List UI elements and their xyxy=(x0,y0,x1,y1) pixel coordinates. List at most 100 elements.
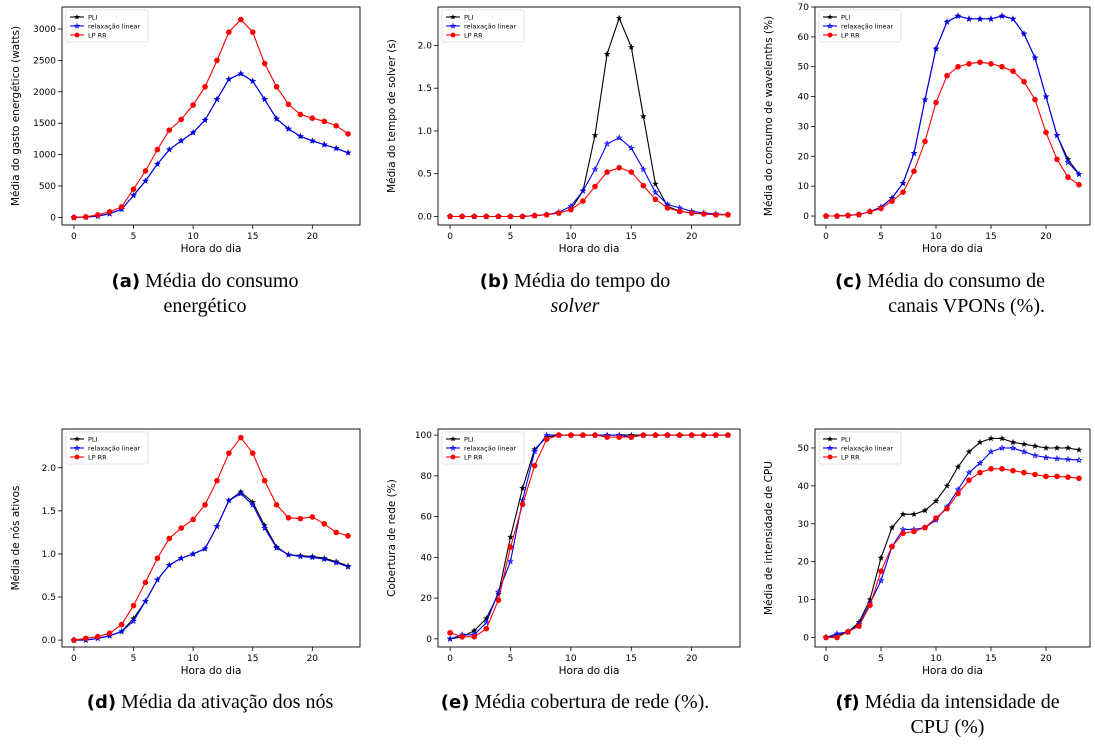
data-point xyxy=(628,434,635,440)
caption-a-tag: (a) xyxy=(111,271,141,292)
y-tick-label: 1000 xyxy=(33,151,56,161)
data-point xyxy=(165,146,173,153)
data-point xyxy=(507,533,514,540)
caption-d-tag: (d) xyxy=(86,692,117,713)
series-line xyxy=(450,137,728,218)
data-point xyxy=(332,144,340,152)
data-point xyxy=(998,435,1006,442)
data-point xyxy=(296,552,304,560)
legend-label: PLI xyxy=(841,435,851,443)
data-point xyxy=(543,211,550,218)
data-point xyxy=(954,12,962,19)
y-axis-label: Média de intensidade de CPU xyxy=(763,461,775,615)
y-tick-label: 2000 xyxy=(33,88,56,98)
x-tick-label: 15 xyxy=(626,654,637,664)
series-line xyxy=(825,437,1080,639)
legend-marker xyxy=(826,22,834,29)
data-point xyxy=(71,214,77,221)
data-point xyxy=(652,180,659,187)
caption-f-tag: (f) xyxy=(835,692,860,713)
y-tick-label: 1500 xyxy=(33,119,56,129)
data-point xyxy=(1065,474,1071,480)
data-point xyxy=(878,568,884,574)
plot-frame xyxy=(814,6,1091,226)
data-point xyxy=(604,169,610,175)
data-point xyxy=(213,95,221,103)
data-point xyxy=(130,186,137,192)
data-point xyxy=(1009,444,1017,451)
data-point xyxy=(640,113,647,120)
legend-box xyxy=(65,431,149,465)
data-point xyxy=(309,553,316,560)
data-point xyxy=(1065,174,1071,181)
data-point xyxy=(988,60,994,67)
data-point xyxy=(1020,30,1028,37)
caption-f: (f) Média da intensidade de CPU (%) xyxy=(815,690,1080,740)
data-point xyxy=(998,12,1006,19)
data-point xyxy=(1009,438,1017,446)
data-point xyxy=(943,18,951,25)
series-line xyxy=(450,16,728,218)
data-point xyxy=(987,15,995,22)
data-point xyxy=(700,211,707,217)
data-point xyxy=(238,434,244,441)
data-point xyxy=(165,561,173,569)
x-tick-label: 0 xyxy=(447,232,453,242)
legend-label: LP RR xyxy=(88,453,107,461)
data-point xyxy=(1020,440,1028,447)
data-point xyxy=(1075,456,1083,463)
caption-d-text: Média da ativação dos nós xyxy=(121,691,334,713)
data-point xyxy=(459,213,465,220)
data-point xyxy=(106,630,113,637)
data-point xyxy=(889,543,895,550)
data-point xyxy=(201,116,209,123)
data-point xyxy=(153,576,161,583)
legend-marker xyxy=(74,436,80,442)
data-point xyxy=(889,198,895,204)
data-point xyxy=(495,590,502,597)
data-point xyxy=(519,484,526,491)
data-point xyxy=(214,477,220,484)
caption-c-tag: (c) xyxy=(835,271,863,292)
data-point xyxy=(214,57,220,64)
y-tick-label: 0.5 xyxy=(418,170,432,180)
y-tick-label: 100 xyxy=(415,431,432,441)
data-point xyxy=(966,60,972,67)
data-point xyxy=(320,555,328,563)
data-point xyxy=(943,482,951,489)
plot-frame xyxy=(437,6,741,226)
data-point xyxy=(249,77,257,85)
plot-frame xyxy=(814,428,1091,648)
caption-b: (b) Média do tempo do solver xyxy=(440,269,710,319)
caption-b-italic: solver xyxy=(550,295,600,317)
data-point xyxy=(261,95,269,103)
y-tick-label: 2.0 xyxy=(42,464,57,474)
data-point xyxy=(592,432,598,438)
data-point xyxy=(153,160,161,167)
x-axis-label: Hora do dia xyxy=(559,243,620,255)
legend-marker xyxy=(450,32,456,38)
data-point xyxy=(1010,68,1016,75)
legend-marker xyxy=(449,22,457,29)
y-tick-label: 1.0 xyxy=(418,127,433,137)
data-point xyxy=(591,165,599,173)
data-point xyxy=(921,507,929,514)
x-tick-label: 20 xyxy=(1040,232,1052,242)
data-point xyxy=(977,469,983,476)
y-axis-label: Cobertura de rede (%) xyxy=(386,479,398,597)
y-tick-label: 70 xyxy=(798,3,810,13)
x-tick-label: 0 xyxy=(71,232,77,242)
caption-c: (c) Média do consumo de canais VPONs (%)… xyxy=(835,269,1045,319)
data-point xyxy=(83,635,89,642)
data-point xyxy=(976,459,984,467)
data-point xyxy=(579,187,587,194)
data-point xyxy=(966,477,972,483)
legend-label: PLI xyxy=(88,13,98,21)
y-axis-label: Média do consumo de wavelenths (%) xyxy=(763,16,775,216)
data-point xyxy=(965,468,973,476)
data-point xyxy=(933,99,939,106)
y-tick-label: 0.5 xyxy=(42,593,56,603)
data-point xyxy=(309,115,316,121)
legend-marker xyxy=(450,14,456,20)
